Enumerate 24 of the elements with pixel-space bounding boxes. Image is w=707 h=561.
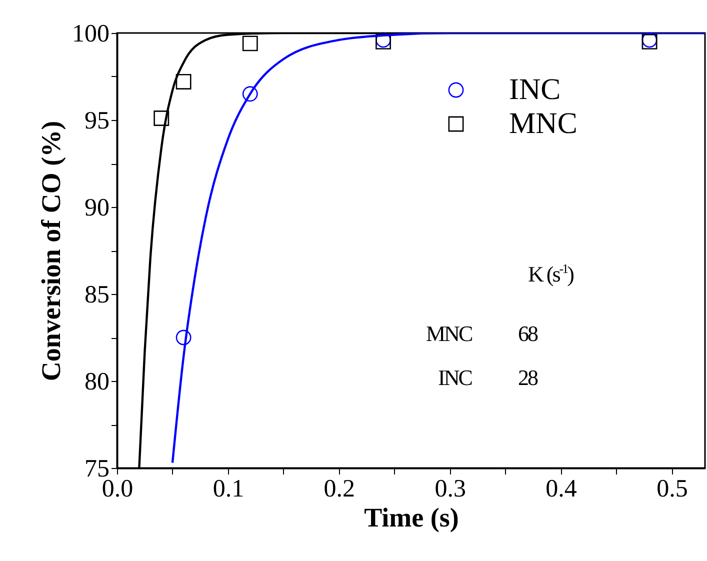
x-axis-title: Time (s) [364, 502, 459, 532]
point [242, 36, 258, 52]
y-tick-label: 85 [84, 282, 110, 308]
x-tick-label: 0.4 [546, 476, 578, 502]
y-axis-title: Conversion of CO (%) [36, 120, 66, 382]
y-tick-label: 100 [72, 20, 110, 48]
y-tick-label: 80 [84, 368, 110, 396]
x-tick-label: 0.3 [434, 476, 466, 502]
legend-label: INC [509, 73, 561, 106]
annotation: 68 [518, 321, 537, 347]
x-tick-label: 0.2 [324, 476, 356, 502]
x-tick-label: 0.1 [212, 476, 244, 502]
point [154, 110, 170, 126]
annotation: MNC [426, 321, 472, 347]
x-tick-label: 0.5 [656, 476, 688, 502]
y-tick-label: 90 [84, 194, 110, 222]
point [242, 86, 258, 102]
annotation: 28 [518, 365, 537, 391]
point [176, 330, 192, 346]
legend-label: MNC [509, 107, 578, 140]
y-tick-label: 95 [84, 108, 110, 134]
annotation: K (s$^{-1}$) [528, 261, 573, 288]
annotation: INC [438, 365, 472, 391]
point [176, 74, 192, 90]
